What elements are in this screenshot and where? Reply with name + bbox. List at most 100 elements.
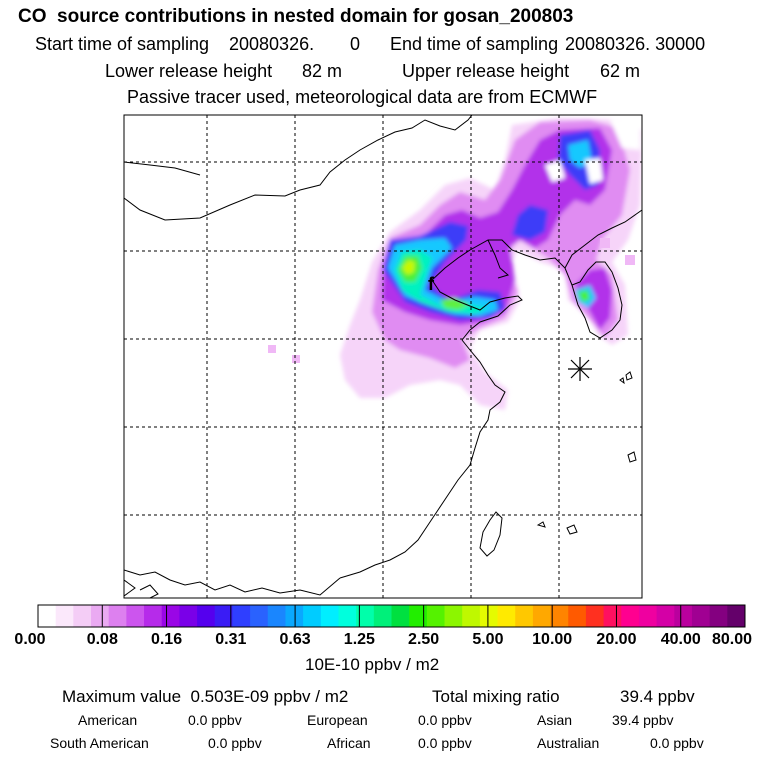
colorbar-swatch — [674, 605, 693, 627]
coastline-korea-north — [564, 209, 642, 269]
colorbar-swatch — [73, 605, 92, 627]
plume-green-korea — [578, 290, 590, 302]
total-mixing-value: 39.4 ppbv — [620, 687, 695, 706]
colorbar-tick-label: 40.00 — [660, 631, 701, 648]
colorbar-tick-label: 0.63 — [279, 631, 311, 648]
colorbar-frame — [37, 604, 746, 628]
start-time-label: Start time of sampling — [35, 34, 210, 54]
colorbar-swatch — [126, 605, 145, 627]
region-name: European — [307, 712, 368, 728]
island-c — [627, 451, 637, 463]
scatter-pixels — [268, 238, 635, 363]
colorbar-swatch — [285, 605, 304, 627]
colorbar-swatch — [338, 605, 357, 627]
region-value: 0.0 ppbv — [418, 712, 472, 728]
region-value: 0.0 ppbv — [650, 735, 704, 751]
colorbar-tick-label: 0.31 — [215, 631, 247, 648]
upper-release-label: Upper release height — [402, 61, 570, 81]
colorbar-swatch — [179, 605, 198, 627]
colorbar-swatch — [267, 605, 286, 627]
taiwan — [479, 511, 503, 557]
island-b — [619, 377, 625, 385]
colorbar-tick-label: 10.00 — [532, 631, 573, 648]
colorbar-tick-label: 20.00 — [596, 631, 637, 648]
colorbar-swatch — [250, 605, 269, 627]
coastline-sw — [124, 579, 136, 597]
asterisk-marker — [568, 357, 592, 381]
colorbar-swatch — [691, 605, 711, 627]
colorbar-swatch — [603, 605, 622, 627]
colorbar-swatch — [515, 605, 534, 627]
colorbar-swatch — [108, 605, 127, 627]
map-frame — [123, 114, 643, 599]
max-value: 0.503E-09 ppbv / m2 — [190, 687, 349, 706]
coastline-hainan — [139, 584, 159, 598]
coastline-korea — [571, 261, 623, 339]
map-grid — [124, 115, 642, 598]
region-name: African — [327, 735, 371, 751]
colorbar-tick-label: 0.16 — [150, 631, 183, 648]
colorbar-swatch — [656, 605, 675, 627]
colorbar-swatch — [55, 605, 74, 627]
colorbar-swatch — [91, 605, 110, 627]
plume-blue-north — [512, 205, 548, 240]
tracer-note: Passive tracer used, meteorological data… — [127, 87, 598, 107]
colorbar-tick-label: 0.08 — [86, 631, 118, 648]
coastline-north — [124, 115, 473, 221]
colorbar-swatch — [479, 605, 499, 627]
colorbar-tick-label: 5.00 — [472, 631, 504, 648]
colorbar-tick-label: 1.25 — [343, 631, 375, 648]
summary-line: Maximum value 0.503E-09 ppbv / m2 — [62, 688, 348, 705]
colorbar-swatch — [532, 605, 552, 627]
colorbar-swatch — [161, 605, 180, 627]
colorbar-tick-label: 0.00 — [14, 631, 46, 648]
colorbar-swatch — [638, 605, 658, 627]
colorbar-swatch — [462, 605, 481, 627]
concentration-plume — [340, 118, 642, 410]
region-name: Australian — [537, 735, 600, 751]
colorbar — [37, 604, 746, 628]
colorbar-swatch — [303, 605, 322, 627]
lower-release-label: Lower release height — [105, 61, 273, 81]
plume-hole-1 — [545, 160, 565, 182]
colorbar-swatch — [568, 605, 587, 627]
source-marker: f — [428, 274, 435, 294]
colorbar-swatch — [320, 605, 339, 627]
colorbar-swatch — [409, 605, 428, 627]
colorbar-swatch — [550, 605, 569, 627]
colorbar-swatch — [232, 605, 251, 627]
colorbar-swatch — [214, 605, 233, 627]
start-time-value: 20080326. — [229, 34, 315, 54]
colorbar-units: 10E-10 ppbv / m2 — [305, 655, 440, 674]
colorbar-swatch — [426, 605, 446, 627]
plume-green-2 — [440, 298, 470, 310]
island-d — [536, 521, 546, 528]
colorbar-swatch — [621, 605, 640, 627]
island-a — [625, 371, 633, 381]
colorbar-tick-label: 2.50 — [408, 631, 440, 648]
coastline-liaodong — [487, 239, 510, 279]
coastline-border-a — [124, 161, 201, 176]
colorbar-swatch — [585, 605, 605, 627]
region-name: Asian — [537, 712, 573, 728]
colorbar-swatch — [356, 605, 375, 627]
colorbar-swatch — [38, 605, 57, 627]
region-name: South American — [50, 735, 149, 751]
plume-yellow — [402, 260, 415, 275]
colorbar-tick-label: 80.00 — [711, 631, 753, 648]
colorbar-swatch — [391, 605, 410, 627]
end-time-value: 20080326. 30000 — [565, 34, 706, 54]
upper-release-value: 62 m — [600, 61, 641, 81]
plume-hole-2 — [585, 158, 603, 184]
coastline-south — [124, 569, 341, 596]
region-name: American — [78, 712, 138, 728]
coastline-shandong — [431, 279, 523, 341]
coastline-east-china — [339, 339, 506, 579]
colorbar-swatch — [444, 605, 463, 627]
region-value: 0.0 ppbv — [188, 712, 242, 728]
region-value: 39.4 ppbv — [612, 712, 674, 728]
total-mixing-label: Total mixing ratio — [432, 687, 560, 706]
figure-title: CO source contributions in nested domain… — [18, 6, 574, 27]
start-time-hour: 0 — [350, 34, 361, 54]
